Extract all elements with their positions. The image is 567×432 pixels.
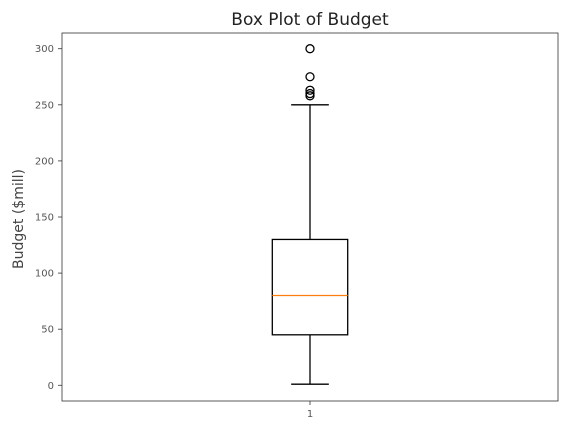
y-axis: 0 50 100 150 200 250 300 [35, 44, 62, 392]
outlier-point [305, 72, 315, 82]
y-tick-label: 300 [35, 44, 54, 55]
box-group [271, 44, 349, 385]
outlier-point [305, 44, 315, 54]
y-axis-label: Budget ($mill) [11, 169, 27, 269]
outlier-point [305, 88, 315, 99]
chart-title: Box Plot of Budget [231, 10, 389, 30]
y-tick-label: 200 [35, 156, 54, 167]
y-tick-label: 100 [35, 269, 54, 280]
outlier-point [305, 85, 315, 95]
y-tick-label: 150 [35, 213, 54, 224]
y-tick-label: 50 [41, 325, 54, 336]
x-axis: 1 [307, 401, 313, 420]
y-tick-label: 0 [48, 381, 54, 392]
y-tick-label: 250 [35, 100, 54, 111]
x-tick-label: 1 [307, 409, 313, 420]
box-iqr [271, 238, 349, 336]
